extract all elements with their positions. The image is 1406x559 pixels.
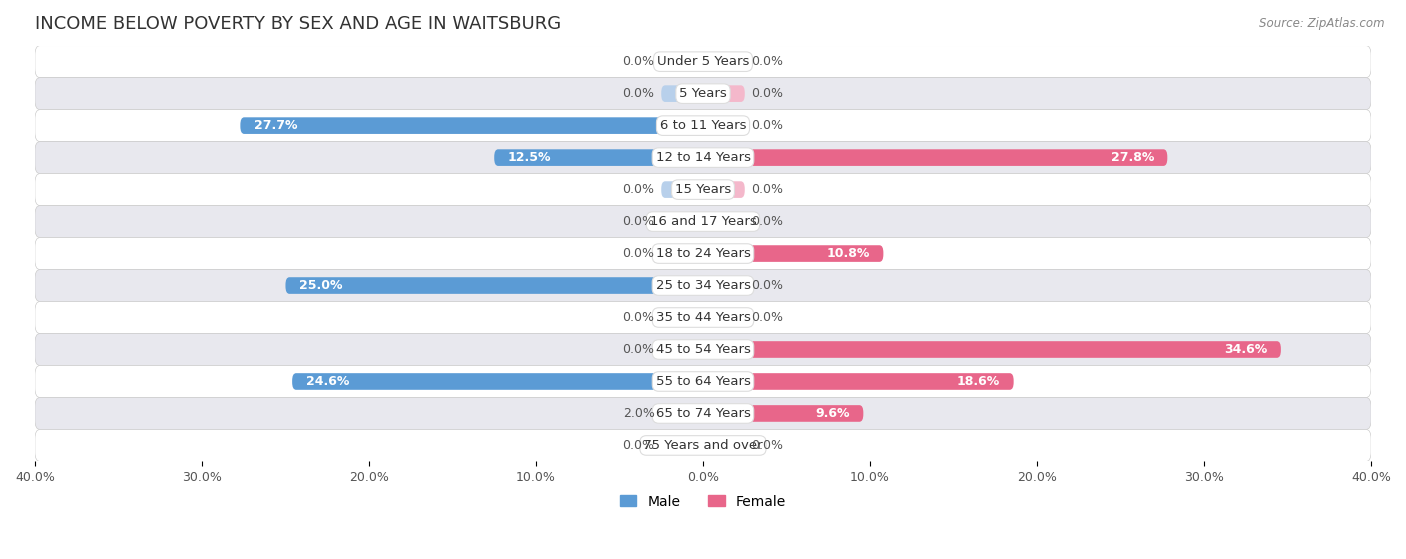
Text: 0.0%: 0.0% <box>751 279 783 292</box>
FancyBboxPatch shape <box>661 405 703 422</box>
Text: 0.0%: 0.0% <box>623 183 655 196</box>
FancyBboxPatch shape <box>292 373 703 390</box>
FancyBboxPatch shape <box>35 141 1371 174</box>
Text: 10.8%: 10.8% <box>827 247 870 260</box>
Text: 0.0%: 0.0% <box>623 87 655 100</box>
Text: 5 Years: 5 Years <box>679 87 727 100</box>
Text: 25.0%: 25.0% <box>299 279 342 292</box>
FancyBboxPatch shape <box>35 429 1371 461</box>
Text: 27.7%: 27.7% <box>253 119 297 132</box>
FancyBboxPatch shape <box>35 366 1371 397</box>
FancyBboxPatch shape <box>703 214 745 230</box>
Text: 24.6%: 24.6% <box>305 375 349 388</box>
FancyBboxPatch shape <box>35 206 1371 238</box>
FancyBboxPatch shape <box>703 86 745 102</box>
Text: 12.5%: 12.5% <box>508 151 551 164</box>
Text: 18.6%: 18.6% <box>957 375 1000 388</box>
FancyBboxPatch shape <box>703 437 745 454</box>
Text: 0.0%: 0.0% <box>623 215 655 228</box>
FancyBboxPatch shape <box>703 341 1281 358</box>
Text: Under 5 Years: Under 5 Years <box>657 55 749 68</box>
FancyBboxPatch shape <box>35 110 1371 141</box>
FancyBboxPatch shape <box>703 53 745 70</box>
Text: 0.0%: 0.0% <box>751 215 783 228</box>
Text: 34.6%: 34.6% <box>1225 343 1268 356</box>
FancyBboxPatch shape <box>35 301 1371 334</box>
FancyBboxPatch shape <box>35 78 1371 110</box>
Text: 45 to 54 Years: 45 to 54 Years <box>655 343 751 356</box>
Text: 25 to 34 Years: 25 to 34 Years <box>655 279 751 292</box>
Text: 0.0%: 0.0% <box>751 119 783 132</box>
Text: 18 to 24 Years: 18 to 24 Years <box>655 247 751 260</box>
FancyBboxPatch shape <box>661 181 703 198</box>
FancyBboxPatch shape <box>703 181 745 198</box>
Text: 0.0%: 0.0% <box>751 55 783 68</box>
Text: 0.0%: 0.0% <box>623 343 655 356</box>
Text: 65 to 74 Years: 65 to 74 Years <box>655 407 751 420</box>
FancyBboxPatch shape <box>661 86 703 102</box>
Text: 0.0%: 0.0% <box>623 311 655 324</box>
FancyBboxPatch shape <box>703 245 883 262</box>
FancyBboxPatch shape <box>35 174 1371 206</box>
Text: 27.8%: 27.8% <box>1111 151 1154 164</box>
Text: 0.0%: 0.0% <box>623 439 655 452</box>
Text: 0.0%: 0.0% <box>751 311 783 324</box>
Text: 0.0%: 0.0% <box>751 183 783 196</box>
FancyBboxPatch shape <box>35 269 1371 301</box>
FancyBboxPatch shape <box>703 373 1014 390</box>
FancyBboxPatch shape <box>661 309 703 326</box>
FancyBboxPatch shape <box>661 341 703 358</box>
FancyBboxPatch shape <box>285 277 703 294</box>
Text: 6 to 11 Years: 6 to 11 Years <box>659 119 747 132</box>
FancyBboxPatch shape <box>35 46 1371 78</box>
FancyBboxPatch shape <box>661 437 703 454</box>
Text: 0.0%: 0.0% <box>751 439 783 452</box>
FancyBboxPatch shape <box>35 397 1371 429</box>
Legend: Male, Female: Male, Female <box>620 495 786 509</box>
FancyBboxPatch shape <box>703 277 745 294</box>
FancyBboxPatch shape <box>703 309 745 326</box>
FancyBboxPatch shape <box>703 149 1167 166</box>
Text: 35 to 44 Years: 35 to 44 Years <box>655 311 751 324</box>
Text: 9.6%: 9.6% <box>815 407 851 420</box>
FancyBboxPatch shape <box>661 245 703 262</box>
FancyBboxPatch shape <box>661 53 703 70</box>
FancyBboxPatch shape <box>661 214 703 230</box>
Text: 15 Years: 15 Years <box>675 183 731 196</box>
Text: 12 to 14 Years: 12 to 14 Years <box>655 151 751 164</box>
Text: 0.0%: 0.0% <box>751 87 783 100</box>
FancyBboxPatch shape <box>240 117 703 134</box>
Text: Source: ZipAtlas.com: Source: ZipAtlas.com <box>1260 17 1385 30</box>
Text: 55 to 64 Years: 55 to 64 Years <box>655 375 751 388</box>
FancyBboxPatch shape <box>703 117 745 134</box>
FancyBboxPatch shape <box>495 149 703 166</box>
Text: 0.0%: 0.0% <box>623 247 655 260</box>
FancyBboxPatch shape <box>35 334 1371 366</box>
Text: 75 Years and over: 75 Years and over <box>643 439 763 452</box>
Text: 16 and 17 Years: 16 and 17 Years <box>650 215 756 228</box>
Text: 0.0%: 0.0% <box>623 55 655 68</box>
FancyBboxPatch shape <box>35 238 1371 269</box>
FancyBboxPatch shape <box>703 405 863 422</box>
Text: INCOME BELOW POVERTY BY SEX AND AGE IN WAITSBURG: INCOME BELOW POVERTY BY SEX AND AGE IN W… <box>35 15 561 33</box>
Text: 2.0%: 2.0% <box>623 407 655 420</box>
